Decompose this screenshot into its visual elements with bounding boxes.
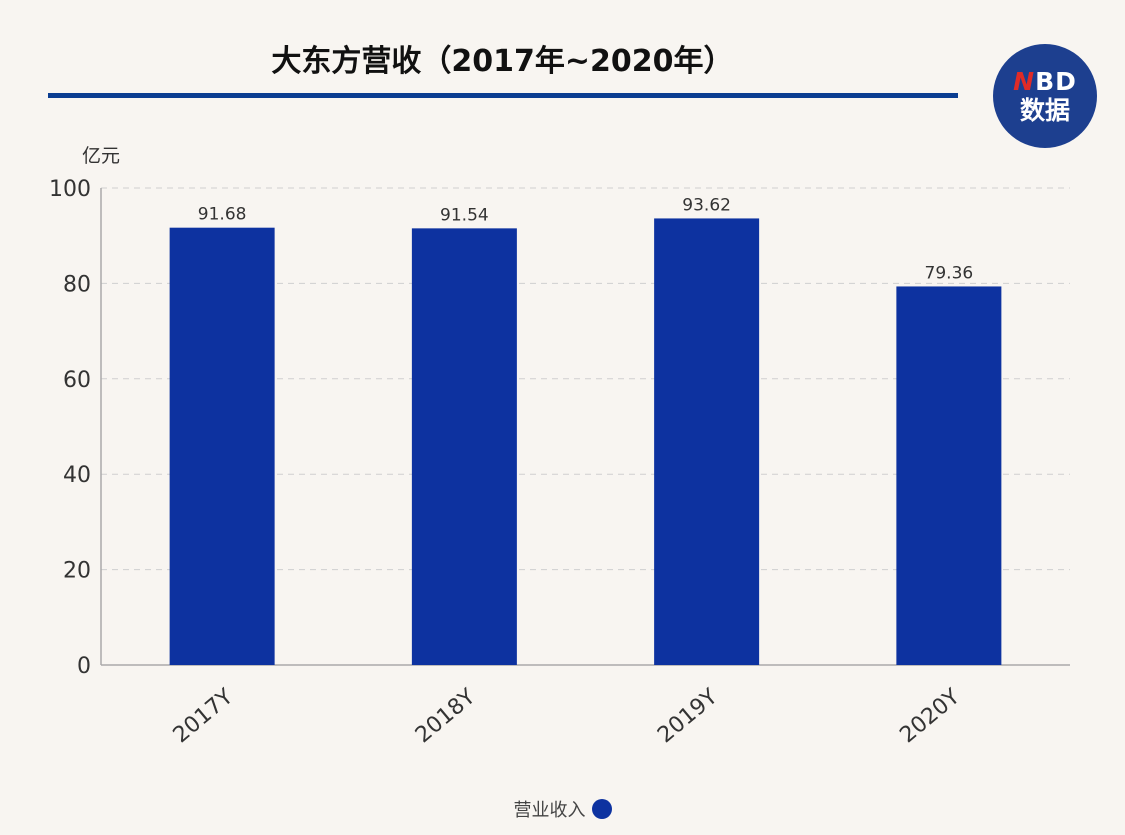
y-tick-label: 100 (49, 177, 91, 202)
bar-value-label: 91.54 (440, 205, 489, 225)
logo-text: BD (1035, 67, 1077, 96)
chart-title: 大东方营收（2017年~2020年） (271, 44, 734, 79)
bar[interactable] (654, 218, 760, 665)
logo-mark: N (1013, 67, 1036, 96)
title-underline (48, 93, 958, 98)
legend[interactable]: 营业收入 (0, 796, 1125, 822)
y-tick-label: 20 (63, 559, 91, 584)
x-tick-label: 2020Y (895, 684, 965, 748)
bar[interactable] (411, 228, 517, 666)
y-axis-ticks: 0 20 40 60 80 100 (49, 177, 91, 679)
x-tick-label: 2017Y (169, 684, 239, 748)
legend-label: 营业收入 (513, 800, 586, 821)
x-axis-ticks: 2017Y 2018Y 2019Y 2020Y (169, 684, 965, 748)
bar-value-label: 91.68 (198, 205, 247, 225)
data-labels: 91.68 91.54 93.62 79.36 (198, 195, 973, 283)
bar-value-label: 79.36 (925, 263, 974, 283)
y-tick-label: 80 (63, 272, 91, 297)
y-tick-label: 60 (63, 368, 91, 393)
y-axis-unit: 亿元 (82, 145, 120, 167)
x-tick-label: 2019Y (653, 684, 723, 748)
x-tick-label: 2018Y (411, 684, 481, 748)
legend-dot-icon (591, 799, 612, 819)
nbd-data-logo: NBD 数据 (993, 44, 1097, 148)
bar[interactable] (169, 227, 275, 665)
y-tick-label: 0 (77, 654, 91, 679)
y-tick-label: 40 (63, 463, 91, 488)
logo-subtext: 数据 (1019, 96, 1070, 125)
bars (169, 218, 1002, 666)
bar[interactable] (896, 286, 1002, 665)
bar-value-label: 93.62 (682, 195, 731, 215)
